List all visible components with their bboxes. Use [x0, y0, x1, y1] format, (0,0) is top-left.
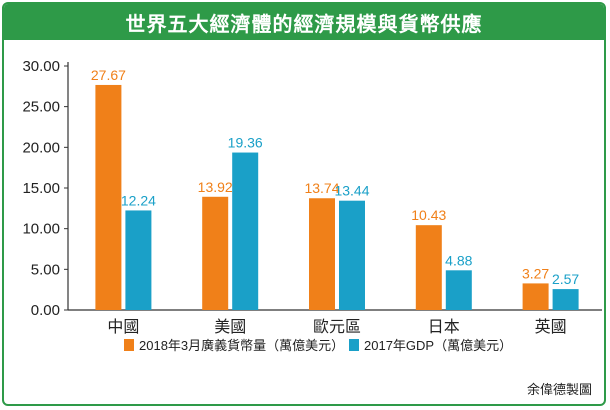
bar-gdp: [445, 270, 472, 310]
x-category-label: 歐元區: [313, 318, 361, 336]
bar-value-label: 10.43: [411, 207, 446, 223]
bar-gdp: [339, 200, 365, 310]
y-tick-label: 20.00: [22, 139, 60, 156]
chart-frame: 世界五大經濟體的經濟規模與貨幣供應 0.00 5.00 10.00 15.00 20.0…: [2, 2, 606, 406]
bar-value-label: 13.74: [304, 180, 339, 196]
y-tick-label: 10.00: [22, 221, 60, 238]
y-tick-label: 5.00: [31, 261, 60, 278]
legend-swatch: [349, 339, 359, 351]
bar-money-supply: [309, 198, 335, 310]
x-category-label: 英國: [535, 318, 567, 336]
legend-label: 2018年3月廣義貨幣量（萬億美元）: [139, 338, 344, 353]
bar-gdp: [552, 289, 579, 310]
bar-value-label: 13.44: [334, 183, 369, 199]
bar-value-label: 19.36: [228, 135, 263, 151]
x-category-label: 中國: [107, 318, 139, 336]
bar-value-label: 27.67: [91, 67, 126, 83]
legend-label: 2017年GDP（萬億美元）: [364, 338, 512, 353]
bar-money-supply: [95, 84, 122, 310]
bar-money-supply: [202, 196, 229, 310]
chart-title: 世界五大經濟體的經濟規模與貨幣供應: [4, 4, 604, 40]
bar-gdp: [232, 152, 259, 310]
y-tick-label: 15.00: [22, 180, 60, 197]
x-category-label: 美國: [214, 318, 246, 336]
bar-value-label: 13.92: [198, 179, 233, 195]
x-category-label: 日本: [428, 318, 460, 336]
bar-money-supply: [415, 225, 442, 310]
y-tick-label: 0.00: [31, 302, 60, 319]
bar-value-label: 3.27: [522, 265, 549, 281]
y-tick-label: 25.00: [22, 99, 60, 116]
bar-value-label: 4.88: [445, 252, 472, 268]
credit-text: 余偉德製圖: [526, 383, 592, 398]
legend-swatch: [124, 339, 134, 351]
bar-value-label: 12.24: [121, 192, 156, 208]
bar-chart: 0.00 5.00 10.00 15.00 20.00 25.00 30.00 27.67 12…: [22, 58, 602, 353]
bar-gdp: [125, 210, 152, 310]
y-tick-label: 30.00: [22, 58, 60, 75]
bar-money-supply: [522, 283, 549, 310]
bar-value-label: 2.57: [552, 271, 579, 287]
